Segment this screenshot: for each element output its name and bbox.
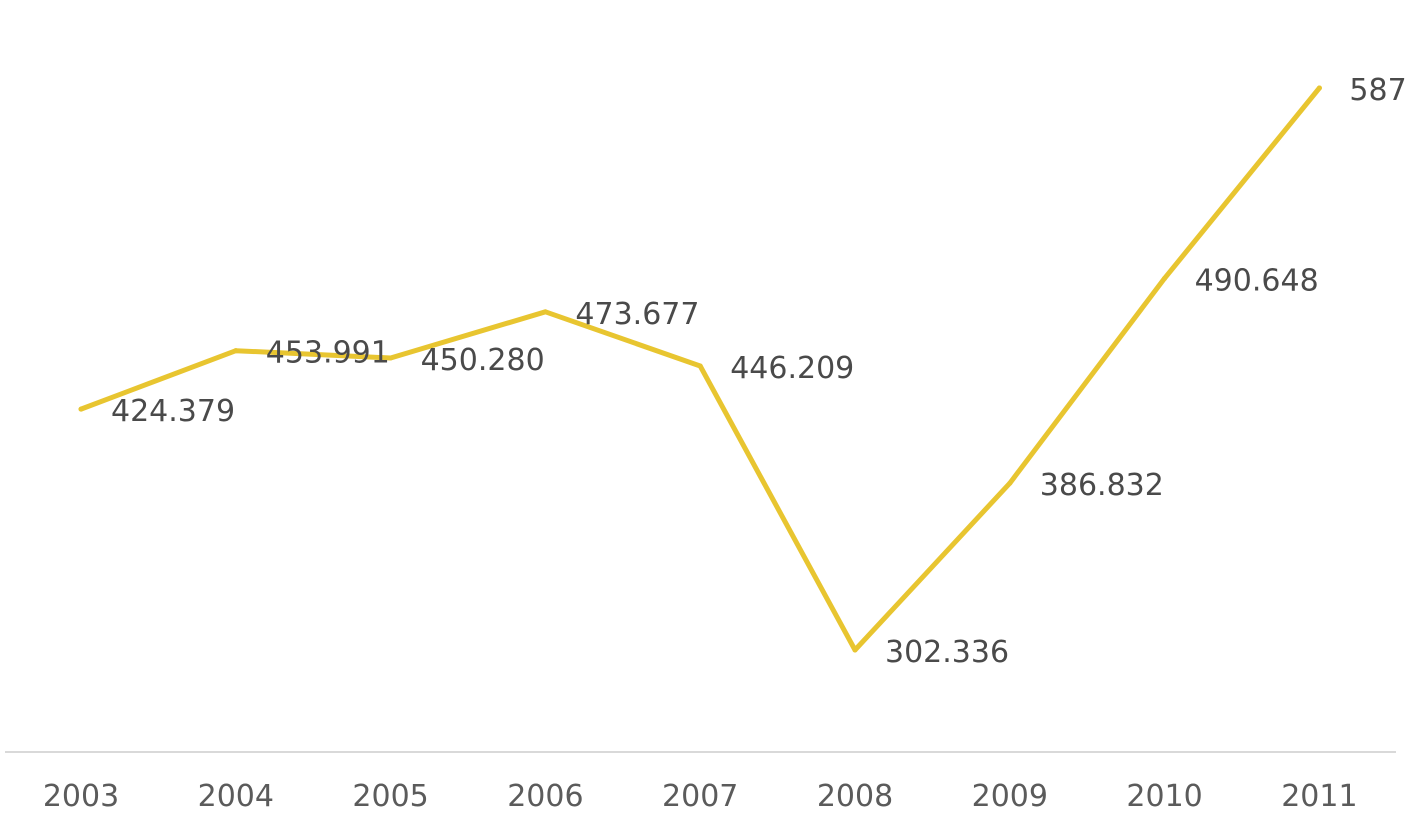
x-tick-label-2009: 2009 <box>972 779 1048 814</box>
data-point-2010 <box>1162 275 1168 281</box>
x-tick-label-2003: 2003 <box>43 779 119 814</box>
data-point-2007 <box>697 363 703 369</box>
x-tick-label-2010: 2010 <box>1126 779 1202 814</box>
x-tick-label-2011: 2011 <box>1281 779 1357 814</box>
data-point-2003 <box>78 406 84 412</box>
data-label-2006: 473.677 <box>575 297 699 332</box>
data-label-2003: 424.379 <box>111 394 235 429</box>
data-point-2004 <box>233 348 239 354</box>
data-labels: 424.379 453.991 450.280 473.677 446.209 302.3… <box>111 73 1408 670</box>
series-layer <box>78 85 1322 653</box>
data-label-2011: 587.076 <box>1349 73 1408 108</box>
data-point-2009 <box>1007 480 1013 486</box>
data-label-2004: 453.991 <box>266 336 390 371</box>
data-label-2010: 490.648 <box>1195 263 1319 298</box>
x-axis-tick-labels: 2003 2004 2005 2006 2007 2008 2009 2010 2011 <box>43 779 1358 814</box>
x-tick-label-2006: 2006 <box>507 779 583 814</box>
data-label-2007: 446.209 <box>730 351 854 386</box>
data-point-2006 <box>542 309 548 315</box>
data-label-2005: 450.280 <box>421 343 545 378</box>
data-point-2005 <box>388 355 394 361</box>
x-tick-label-2005: 2005 <box>352 779 428 814</box>
x-tick-label-2004: 2004 <box>198 779 274 814</box>
data-label-2008: 302.336 <box>885 635 1009 670</box>
data-point-2011 <box>1316 85 1322 91</box>
data-label-2009: 386.832 <box>1040 468 1164 503</box>
x-tick-label-2007: 2007 <box>662 779 738 814</box>
data-point-2008 <box>852 647 858 653</box>
x-tick-label-2008: 2008 <box>817 779 893 814</box>
